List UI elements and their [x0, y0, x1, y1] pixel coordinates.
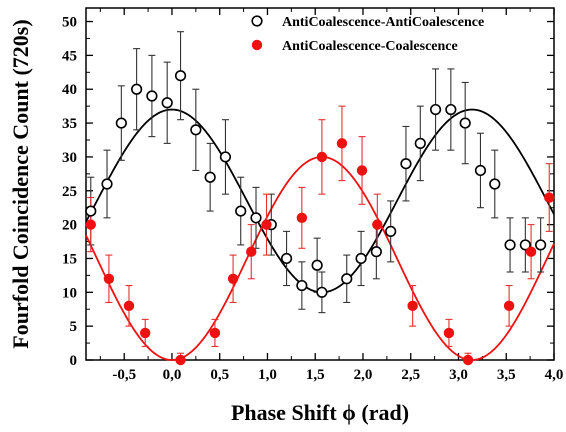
y-tick-label: 40	[62, 82, 77, 98]
data-point-open	[489, 178, 501, 190]
data-point-filled	[525, 246, 537, 257]
data-point-open	[85, 205, 97, 217]
data-point-open	[174, 70, 187, 82]
data-point-open	[370, 246, 382, 258]
y-tick-label: 20	[62, 218, 77, 234]
data-point-filled	[443, 327, 455, 339]
data-point-filled	[336, 138, 348, 149]
fit-curves	[85, 108, 555, 361]
data-point-open	[459, 117, 471, 129]
x-tick-label: 2,0	[354, 367, 373, 383]
data-point-open	[316, 286, 328, 298]
data-point-open	[219, 151, 232, 163]
data-point-open	[445, 103, 457, 116]
data-point-open	[190, 124, 202, 136]
data-point-filled	[372, 219, 383, 230]
data-point-open	[355, 252, 367, 265]
data-point-open	[280, 252, 293, 265]
data-point-filled	[316, 151, 328, 163]
legend-marker-filled-circle	[251, 39, 263, 51]
data-point-filled	[462, 354, 474, 366]
y-tick-label: 30	[62, 150, 77, 166]
data-point-filled	[261, 219, 272, 230]
y-tick-label: 15	[62, 251, 77, 267]
y-tick-label: 35	[62, 116, 77, 132]
data-point-open	[400, 158, 412, 170]
legend-label-series-2: AntiCoalescence-Coalescence	[282, 39, 458, 54]
data-point-filled	[175, 354, 186, 366]
data-point-open	[535, 239, 547, 251]
y-axis-title: Fourfold Coincidence Count (720s)	[8, 19, 33, 348]
data-point-filled	[356, 165, 368, 176]
x-tick-label: 0,0	[163, 367, 182, 383]
x-tick-label: 1,5	[306, 367, 325, 383]
data-point-open	[385, 225, 397, 237]
x-tick-label: 1,0	[258, 367, 277, 383]
data-point-filled	[246, 246, 257, 257]
y-tick-label: 10	[62, 285, 77, 301]
y-tick-label: 5	[70, 319, 78, 335]
data-point-open	[429, 103, 442, 116]
data-point-filled	[103, 273, 115, 284]
data-point-filled	[296, 212, 308, 224]
data-point-open	[131, 83, 143, 95]
x-tick-label: -0,5	[112, 367, 136, 383]
data-point-open	[161, 97, 173, 109]
data-point-filled	[209, 327, 221, 339]
data-point-open	[519, 239, 531, 251]
data-point-open	[311, 259, 323, 271]
x-tick-label: 2,5	[401, 367, 420, 383]
plot-frame	[85, 7, 555, 361]
y-tick-label: 0	[70, 353, 78, 369]
data-point-filled	[503, 300, 515, 312]
axis-ticks	[86, 8, 555, 361]
data-point-open	[235, 205, 247, 217]
legend: AntiCoalescence-AntiCoalescence AntiCoal…	[251, 15, 484, 54]
data-point-filled	[140, 327, 151, 339]
data-point-open	[101, 178, 113, 190]
x-tick-label: 4,0	[545, 367, 564, 383]
x-tick-label: 3,0	[449, 367, 468, 383]
data-point-open	[414, 137, 426, 149]
legend-marker-open-circle	[251, 15, 263, 27]
data-point-open	[250, 212, 262, 224]
y-tick-label: 50	[62, 15, 77, 31]
data-point-filled	[227, 273, 239, 284]
data-point-filled	[85, 219, 96, 230]
data-point-open	[296, 279, 308, 292]
x-tick-label: 0,5	[210, 367, 229, 383]
fit-line	[85, 156, 555, 361]
x-axis-title: Phase Shift ϕ (rad)	[231, 400, 409, 425]
x-tick-label: 3,5	[497, 367, 516, 383]
error-bars	[87, 31, 553, 361]
data-point-open	[474, 164, 487, 177]
data-point-open	[115, 117, 127, 129]
data-point-filled	[544, 192, 555, 203]
y-tick-label: 25	[62, 184, 77, 200]
data-point-open	[146, 90, 158, 102]
y-tick-label: 45	[62, 48, 77, 64]
data-point-filled	[407, 300, 418, 312]
legend-label-series-1: AntiCoalescence-AntiCoalescence	[282, 15, 484, 30]
data-point-open	[504, 239, 516, 251]
tick-labels: -0,5 0,0 0,5 1,0 1,5 2,0 2,5 3,0 3,5 4,0 0 5 10 15 20 2…	[62, 15, 563, 383]
data-points	[85, 70, 555, 366]
data-point-open	[204, 171, 216, 183]
data-point-filled	[123, 300, 135, 312]
data-point-open	[341, 273, 353, 285]
